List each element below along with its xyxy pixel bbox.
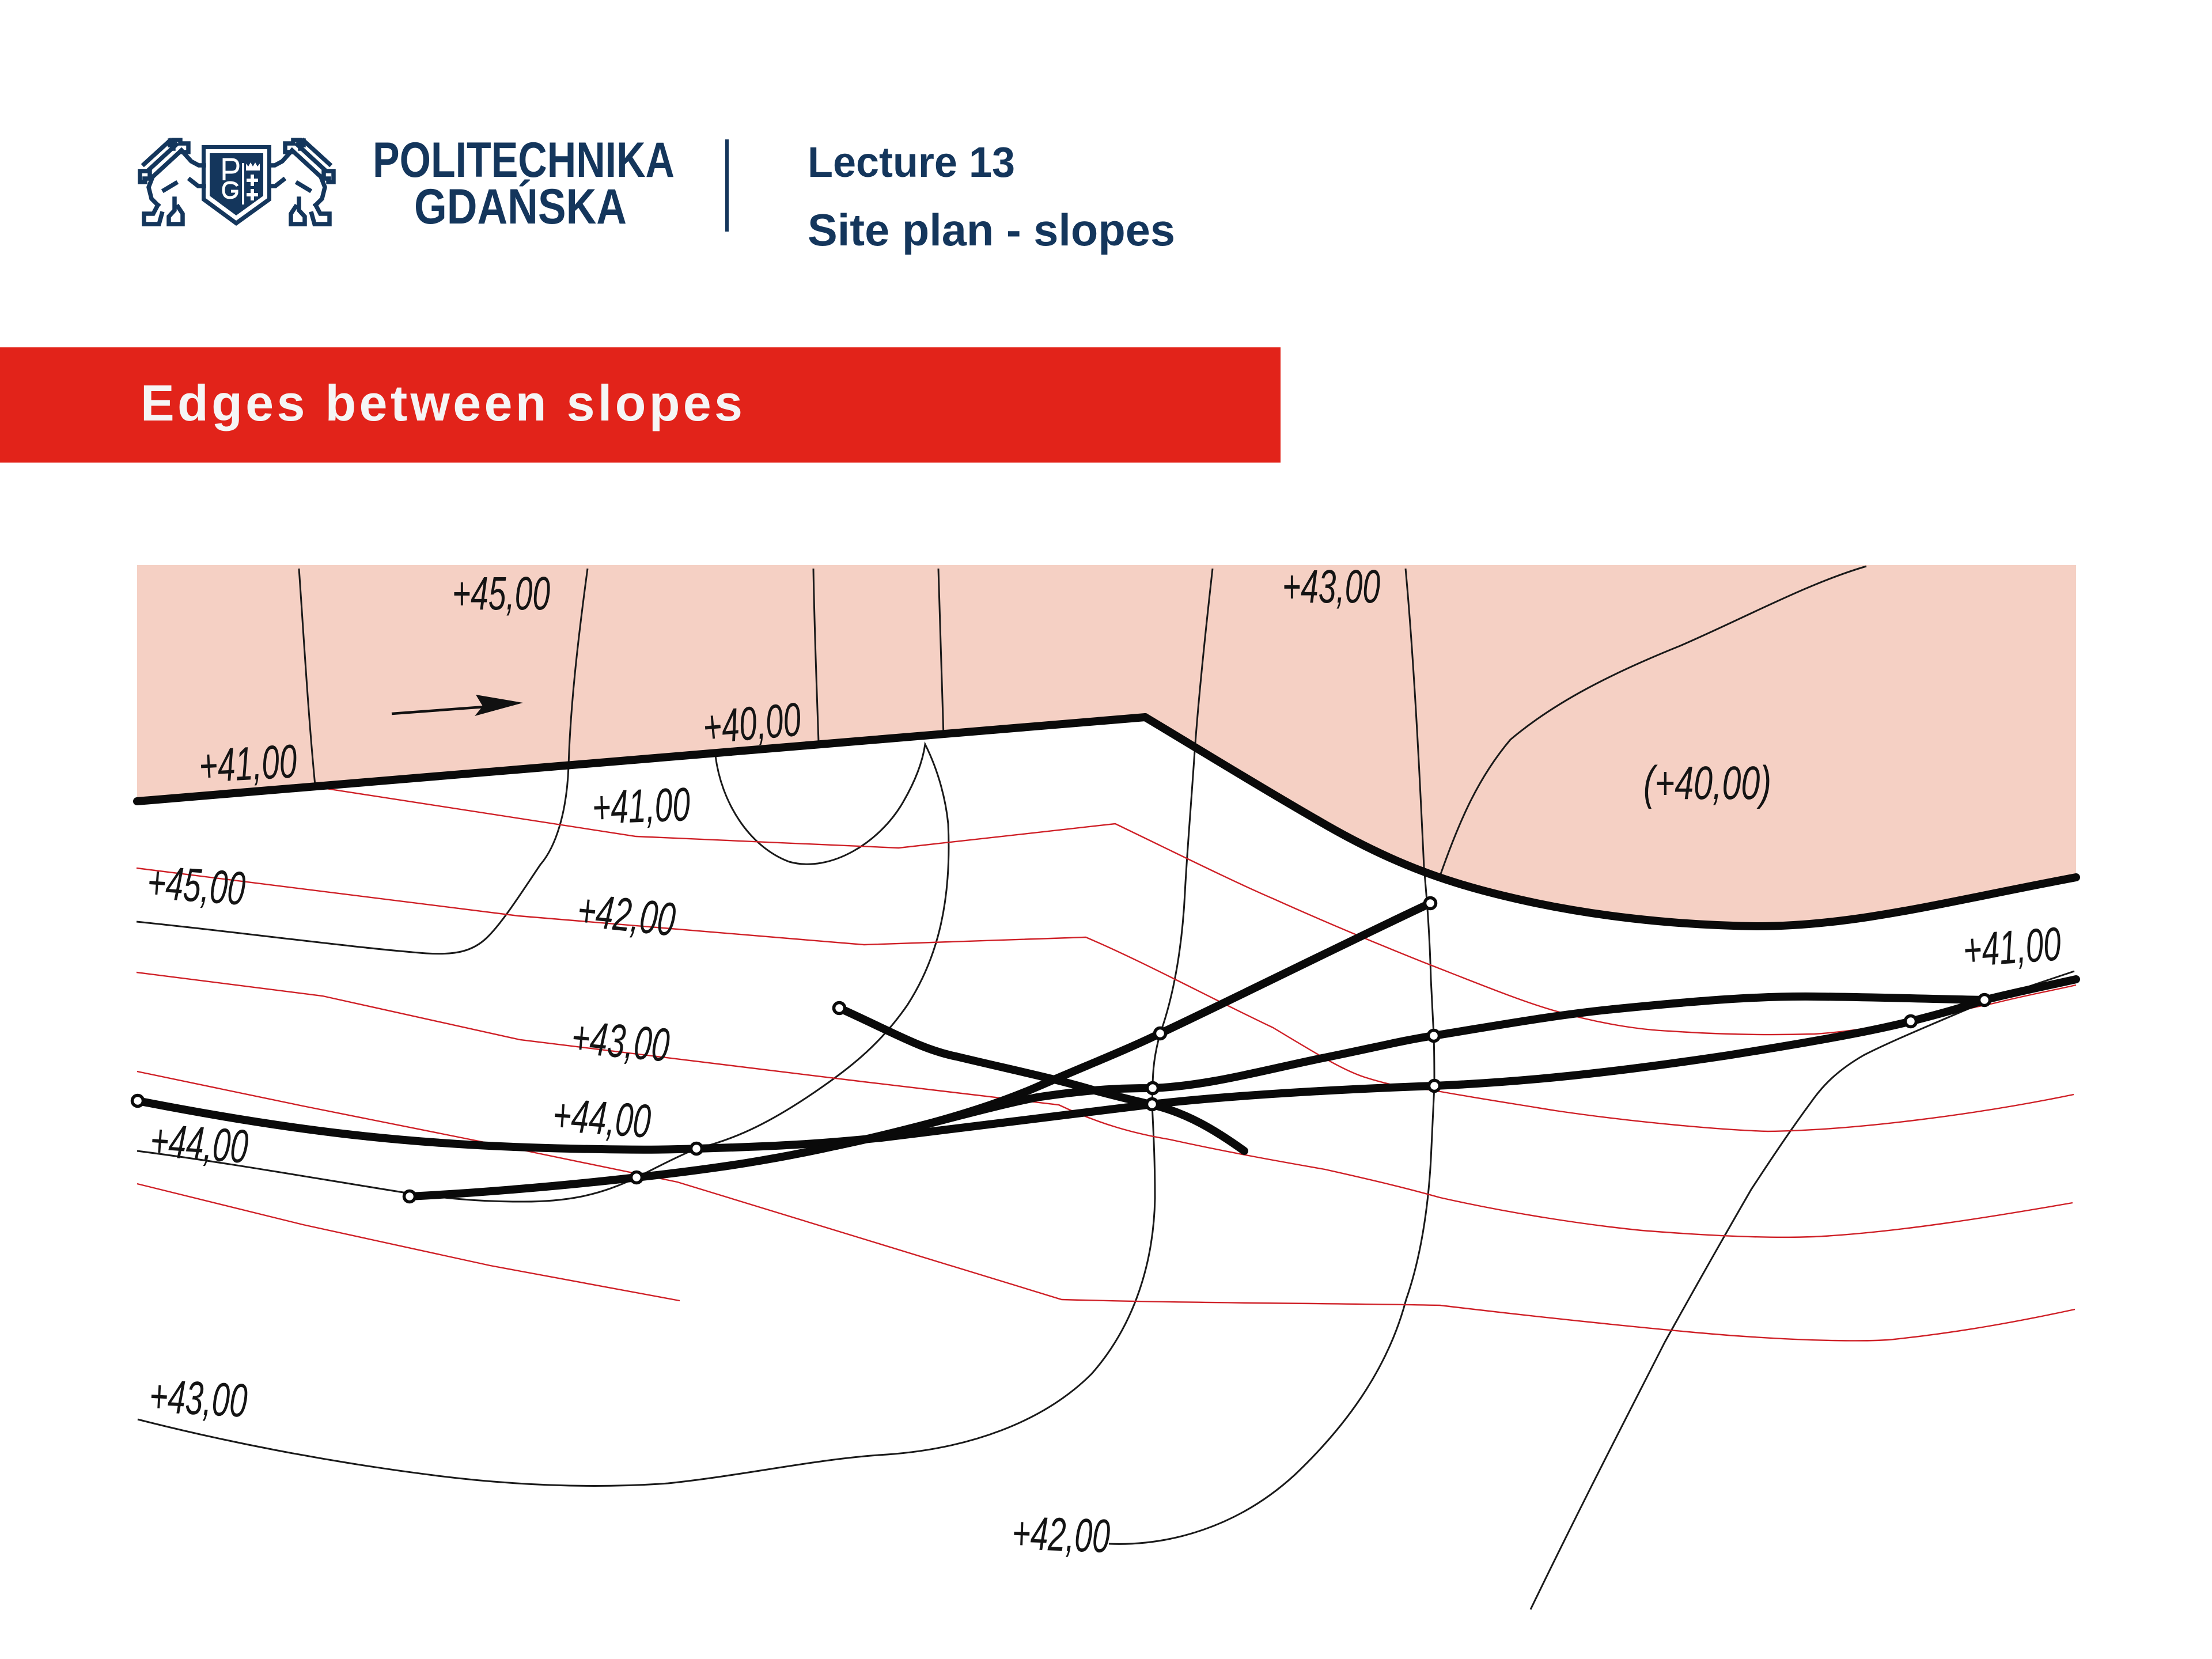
svg-text:+42,00: +42,00 xyxy=(1011,1507,1111,1563)
svg-text:+43,00: +43,00 xyxy=(1282,560,1380,613)
svg-text:Site plan - slopes: Site plan - slopes xyxy=(808,204,1175,255)
svg-text:+43,00: +43,00 xyxy=(569,1011,671,1071)
svg-text:+45,00: +45,00 xyxy=(452,567,550,620)
svg-text:+45,00: +45,00 xyxy=(146,856,247,915)
svg-text:+44,00: +44,00 xyxy=(551,1089,653,1148)
svg-text:+41,00: +41,00 xyxy=(198,735,298,793)
svg-text:+41,00: +41,00 xyxy=(591,778,691,834)
svg-text:+40,00: +40,00 xyxy=(701,693,803,753)
svg-text:POLITECHNIKA: POLITECHNIKA xyxy=(373,132,675,188)
svg-text:+42,00: +42,00 xyxy=(575,884,678,946)
svg-text:+44,00: +44,00 xyxy=(149,1114,250,1173)
svg-text:Edges between slopes: Edges between slopes xyxy=(141,374,743,431)
svg-text:GDAŃSKA: GDAŃSKA xyxy=(414,179,627,234)
svg-text:Lecture 13: Lecture 13 xyxy=(808,138,1015,186)
svg-text:(+40,00): (+40,00) xyxy=(1643,757,1771,809)
svg-text:+41,00: +41,00 xyxy=(1961,918,2063,977)
svg-text:+43,00: +43,00 xyxy=(148,1370,249,1427)
